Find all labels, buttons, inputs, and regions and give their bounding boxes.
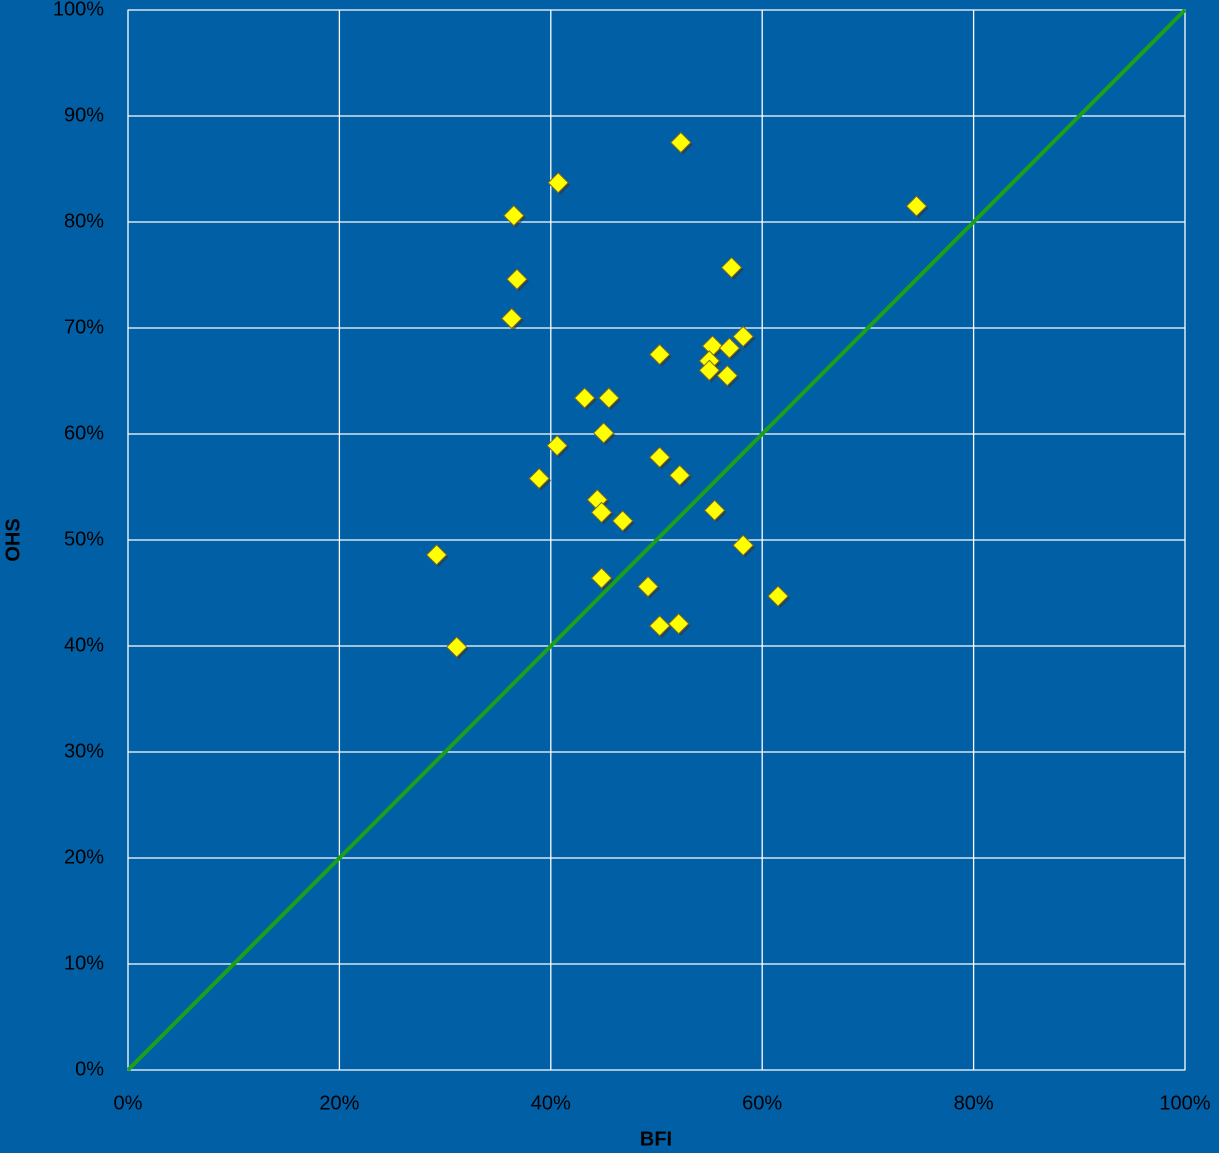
point (446, 636, 468, 658)
x-tick-label: 100% (1159, 1092, 1210, 1114)
point (506, 268, 528, 290)
x-tick-label: 20% (319, 1092, 359, 1114)
x-tick-label: 60% (742, 1092, 782, 1114)
point (718, 337, 741, 359)
y-tick-label: 40% (64, 634, 104, 656)
point (611, 510, 634, 532)
point (547, 172, 569, 194)
point (648, 446, 671, 469)
y-axis-title: OHS (2, 518, 24, 561)
x-tick-label: 0% (114, 1092, 143, 1114)
point (670, 131, 692, 154)
point (590, 501, 613, 524)
point (648, 343, 671, 366)
point (667, 613, 690, 635)
point (703, 499, 726, 522)
point (669, 464, 691, 487)
y-tick-label: 50% (64, 528, 104, 550)
point (648, 615, 671, 637)
y-tick-label: 90% (64, 104, 104, 126)
point (500, 307, 523, 330)
y-tick-label: 10% (64, 952, 104, 974)
point (732, 534, 754, 557)
point (590, 567, 613, 589)
y-tick-label: 70% (64, 316, 104, 338)
point (503, 204, 525, 227)
point (720, 256, 743, 279)
point (905, 195, 928, 217)
point (546, 434, 568, 457)
point (573, 387, 596, 409)
y-tick-label: 100% (53, 0, 104, 20)
x-tick-label: 40% (531, 1092, 571, 1114)
y-tick-label: 80% (64, 210, 104, 232)
point (767, 585, 789, 607)
point (698, 359, 721, 382)
x-tick-label: 80% (954, 1092, 994, 1114)
point (592, 422, 615, 444)
point (716, 364, 739, 387)
y-tick-label: 0% (75, 1058, 104, 1080)
y-tick-label: 30% (64, 740, 104, 762)
point (732, 325, 754, 348)
point (637, 575, 659, 598)
y-tick-label: 20% (64, 846, 104, 868)
reference-line (126, 8, 1187, 1072)
x-axis-title: BFI (640, 1128, 672, 1150)
y-tick-label: 60% (64, 422, 104, 444)
point (425, 544, 448, 566)
point (528, 467, 550, 490)
point (598, 387, 620, 409)
